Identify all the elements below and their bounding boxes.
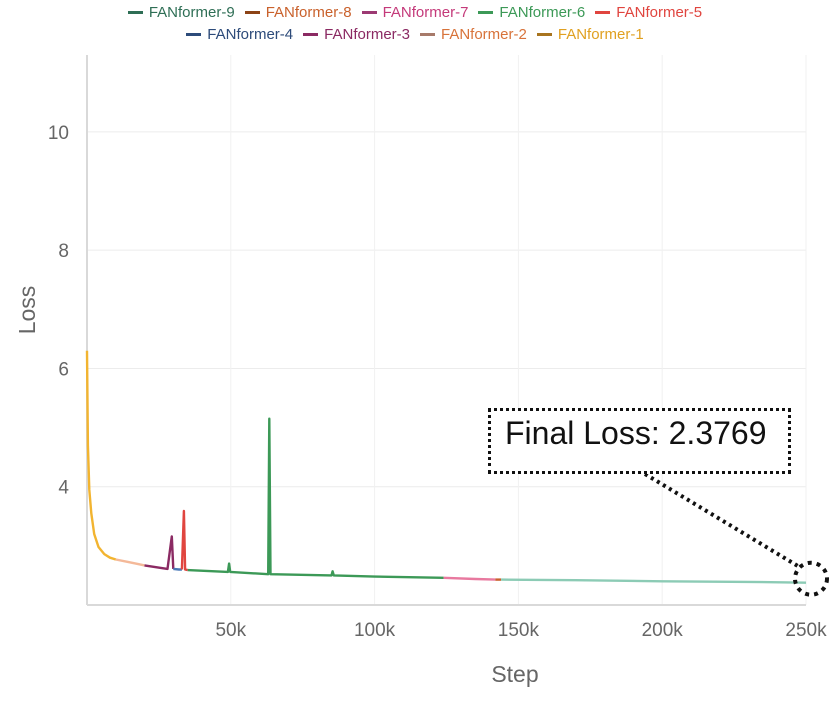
legend-swatch <box>595 10 611 14</box>
series-FANformer-9 <box>501 578 807 584</box>
legend-swatch <box>127 10 143 14</box>
legend-swatch <box>244 10 260 14</box>
series-FANformer-5 <box>180 509 188 572</box>
y-axis-title: Loss <box>14 286 40 335</box>
series-FANformer-3 <box>144 535 175 571</box>
legend-item: FANformer-7 <box>361 4 469 21</box>
legend-swatch <box>303 32 319 36</box>
x-tick-label: 200k <box>642 620 684 641</box>
legend-item: FANformer-5 <box>595 4 702 21</box>
legend-item: FANformer-6 <box>478 4 585 21</box>
legend-swatch <box>361 10 377 14</box>
series-FANformer-6 <box>187 417 444 579</box>
legend-label: FANformer-5 <box>616 4 703 21</box>
legend-item: FANformer-1 <box>536 26 644 43</box>
x-tick-label: 250k <box>785 620 827 641</box>
series-FANformer-4 <box>173 567 182 571</box>
y-tick-label: 6 <box>58 359 69 380</box>
legend-label: FANformer-4 <box>207 26 294 43</box>
legend-label: FANformer-9 <box>148 4 235 21</box>
legend: FANformer-9 FANformer-8 FANformer-7 FANform… <box>0 4 830 21</box>
annotation-circle <box>793 560 829 597</box>
x-tick-label: 150k <box>498 620 540 641</box>
legend-item: FANformer-8 <box>244 4 352 21</box>
ticks: 50k 100k 150k 200k 250k 4 6 8 10 <box>48 123 827 641</box>
axes <box>86 55 806 606</box>
legend-label: FANformer-8 <box>265 4 352 21</box>
series-FANformer-7 <box>443 576 496 581</box>
x-tick-label: 50k <box>215 620 246 641</box>
legend-item: FANformer-2 <box>420 26 527 43</box>
legend-item: FANformer-9 <box>127 4 235 21</box>
legend-item: FANformer-4 <box>186 26 293 43</box>
annotation-label: Final Loss: 2.3769 <box>505 415 767 451</box>
x-axis-title: Step <box>491 661 538 687</box>
legend-swatch <box>478 10 494 14</box>
y-tick-label: 4 <box>58 478 69 499</box>
legend-label: FANformer-7 <box>382 4 469 21</box>
legend-label: FANformer-3 <box>324 26 410 43</box>
grid <box>87 55 807 605</box>
legend: FANformer-4 FANformer-3 FANformer-2 FANform… <box>0 26 830 43</box>
legend-swatch <box>186 32 202 36</box>
annotation-pointer <box>643 472 801 569</box>
x-tick-label: 100k <box>354 620 396 641</box>
y-tick-label: 10 <box>48 123 69 144</box>
series-FANformer-1 <box>85 350 117 561</box>
legend-label: FANformer-6 <box>499 4 586 21</box>
y-tick-label: 8 <box>58 241 69 262</box>
legend-item: FANformer-3 <box>303 26 410 43</box>
series-layer <box>85 350 807 584</box>
legend-label: FANformer-2 <box>441 26 527 43</box>
legend-swatch <box>420 32 435 36</box>
annotation-box: Final Loss: 2.3769 <box>488 408 791 474</box>
series-FANformer-2 <box>115 558 145 567</box>
legend-swatch <box>536 32 552 36</box>
legend-label: FANformer-1 <box>557 26 644 43</box>
